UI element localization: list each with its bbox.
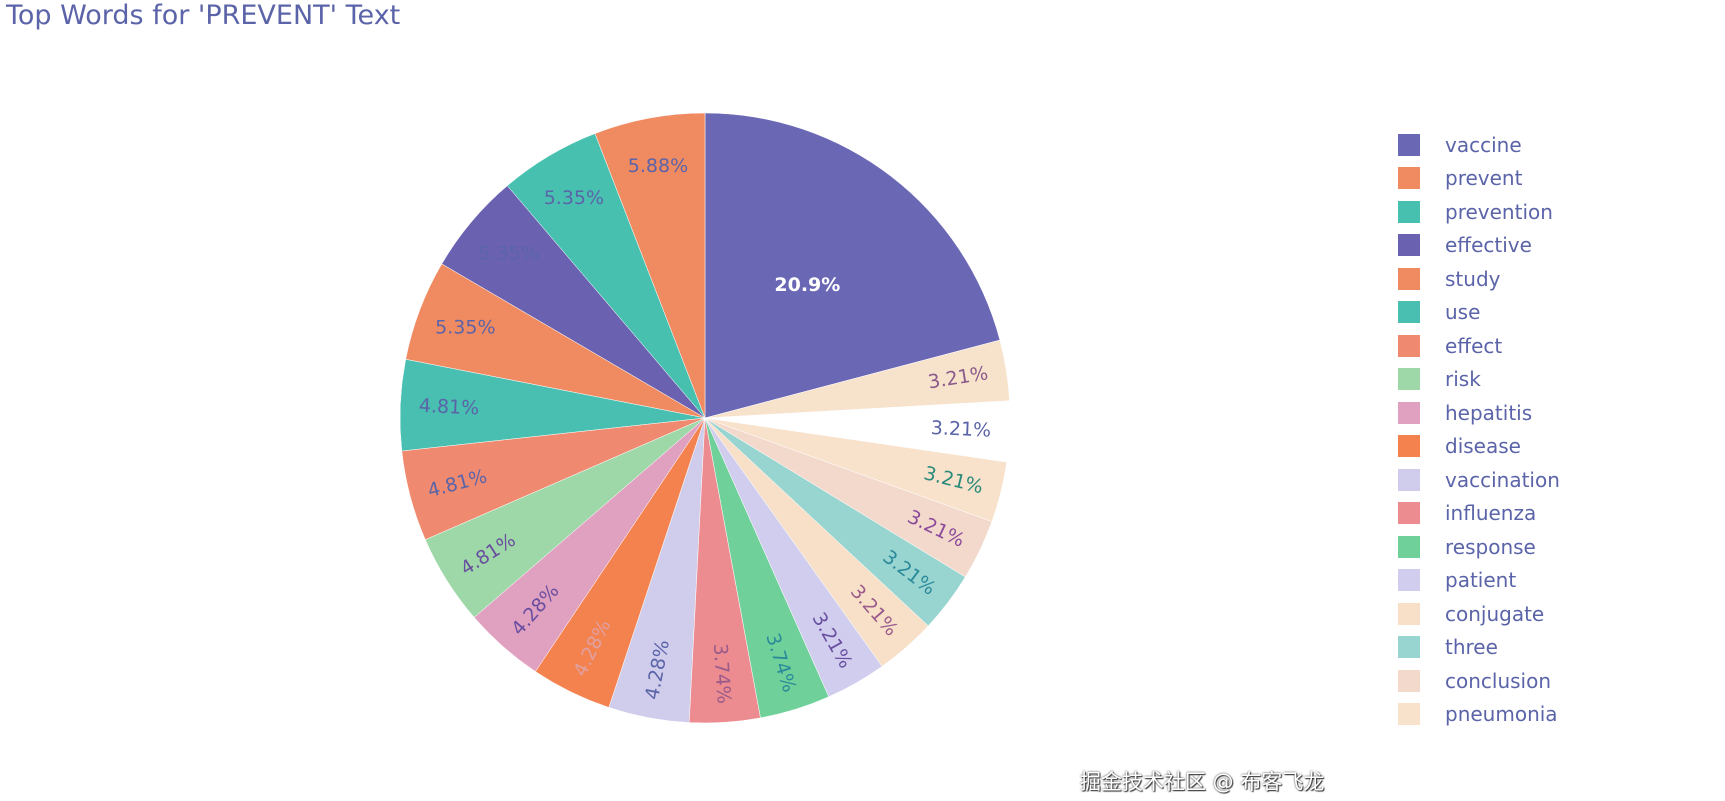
legend-label: prevent [1445, 166, 1523, 191]
legend-swatch [1398, 569, 1420, 592]
legend-item-conclusion[interactable]: conclusion [1398, 664, 1560, 698]
legend-item-risk[interactable]: risk [1398, 363, 1560, 397]
legend-item-conjugate[interactable]: conjugate [1398, 597, 1560, 631]
legend-item-prevent[interactable]: prevent [1398, 162, 1560, 196]
legend-label: study [1445, 266, 1501, 291]
legend-item-influenza[interactable]: influenza [1398, 497, 1560, 531]
legend-label: conjugate [1445, 601, 1545, 626]
legend-label: influenza [1445, 501, 1537, 526]
slice-label: 4.81% [418, 395, 479, 420]
legend-item-use[interactable]: use [1398, 296, 1560, 330]
legend-swatch [1398, 703, 1420, 726]
legend-swatch [1398, 167, 1420, 190]
legend-label: patient [1445, 568, 1517, 593]
pie-slice-slice-20[interactable] [704, 339, 1010, 419]
legend-swatch [1398, 334, 1420, 357]
legend-label: vaccine [1445, 132, 1522, 157]
legend-swatch [1398, 602, 1420, 625]
chart-title: Top Words for 'PREVENT' Text [6, 0, 401, 31]
legend-swatch [1398, 267, 1420, 290]
legend-label: prevention [1445, 199, 1553, 224]
legend-label: response [1445, 534, 1536, 559]
legend-item-prevention[interactable]: prevention [1398, 195, 1560, 229]
legend-swatch [1398, 401, 1420, 424]
legend-swatch [1398, 234, 1420, 257]
legend-label: pneumonia [1445, 702, 1558, 727]
legend-item-study[interactable]: study [1398, 262, 1560, 296]
legend-item-vaccination[interactable]: vaccination [1398, 463, 1560, 497]
slice-label: 20.9% [774, 274, 840, 296]
legend-label: three [1445, 635, 1498, 660]
legend-label: use [1445, 300, 1481, 325]
legend-swatch [1398, 636, 1420, 659]
legend-swatch [1398, 133, 1420, 156]
watermark: 掘金技术社区 @ 布客飞龙 [1080, 770, 1325, 794]
legend-item-effect[interactable]: effect [1398, 329, 1560, 363]
legend-label: hepatitis [1445, 400, 1533, 425]
legend-label: conclusion [1445, 668, 1552, 693]
legend-label: vaccination [1445, 467, 1560, 492]
legend-label: effective [1445, 233, 1532, 258]
legend-item-pneumonia[interactable]: pneumonia [1398, 698, 1560, 732]
legend-swatch [1398, 669, 1420, 692]
slice-label: 3.21% [930, 417, 991, 442]
legend-label: effect [1445, 333, 1503, 358]
pie-chart: 20.9%5.88%5.35%5.35%5.35%4.81%4.81%4.81%… [399, 112, 1011, 724]
slice-label: 3.74% [709, 643, 735, 705]
slice-label: 5.35% [478, 242, 538, 264]
legend-item-hepatitis[interactable]: hepatitis [1398, 396, 1560, 430]
pie-slice-vaccine[interactable] [704, 112, 1001, 419]
legend-item-response[interactable]: response [1398, 530, 1560, 564]
legend-swatch [1398, 502, 1420, 525]
legend-swatch [1398, 535, 1420, 558]
legend: vaccine prevent prevention effective study us… [1398, 128, 1560, 731]
legend-swatch [1398, 468, 1420, 491]
legend-label: disease [1445, 434, 1521, 459]
legend-swatch [1398, 368, 1420, 391]
slice-label: 5.88% [628, 155, 688, 177]
slice-label: 5.35% [544, 187, 604, 209]
legend-label: risk [1445, 367, 1481, 392]
legend-swatch [1398, 435, 1420, 458]
slice-label: 5.35% [435, 316, 495, 338]
legend-item-disease[interactable]: disease [1398, 430, 1560, 464]
legend-item-patient[interactable]: patient [1398, 564, 1560, 598]
legend-swatch [1398, 200, 1420, 223]
legend-item-vaccine[interactable]: vaccine [1398, 128, 1560, 162]
legend-item-effective[interactable]: effective [1398, 229, 1560, 263]
legend-item-three[interactable]: three [1398, 631, 1560, 665]
legend-swatch [1398, 301, 1420, 324]
